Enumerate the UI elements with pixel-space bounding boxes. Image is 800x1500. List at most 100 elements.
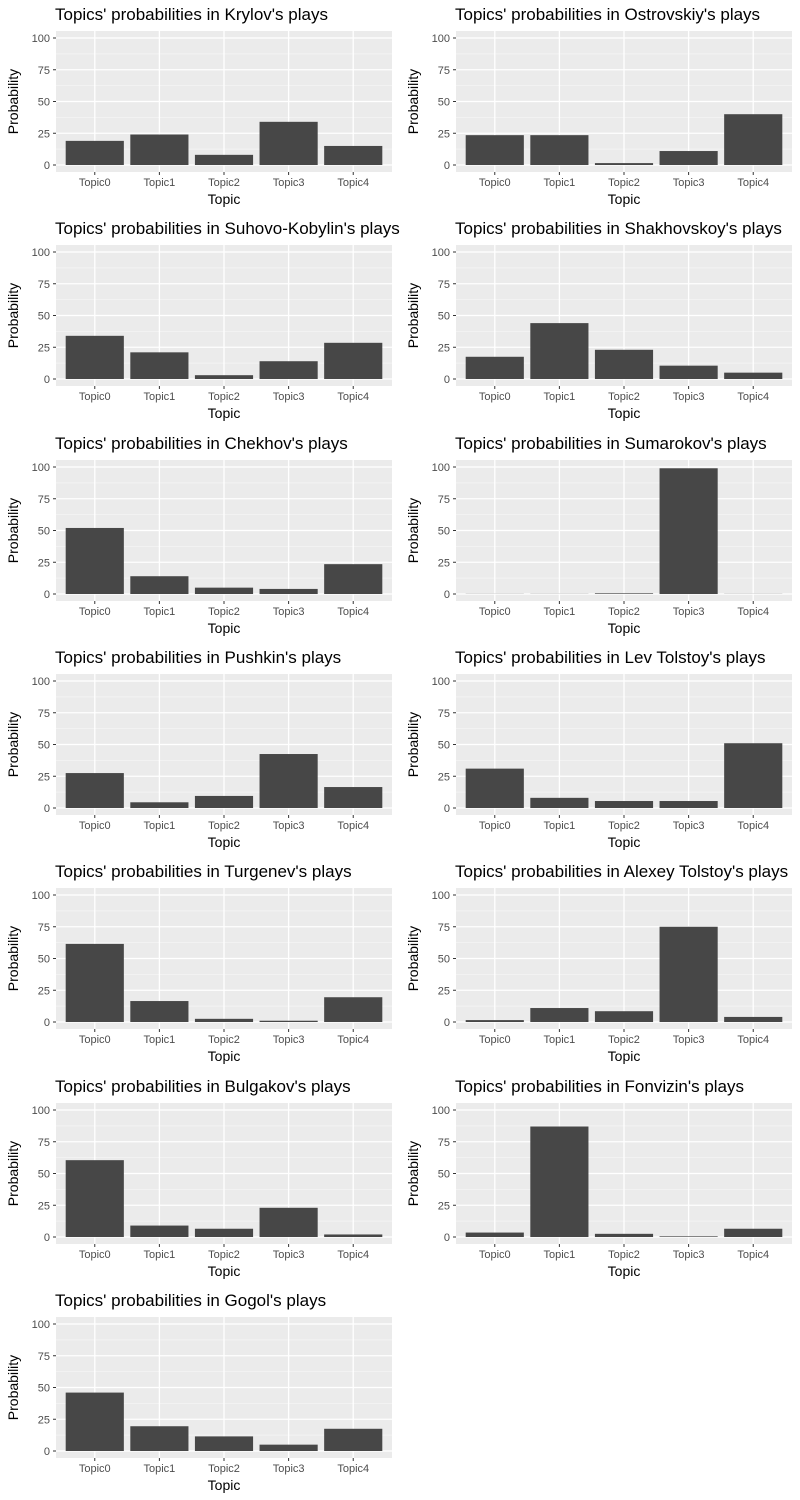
x-tick-label: Topic2 <box>208 177 240 189</box>
x-tick-label: Topic4 <box>337 177 369 189</box>
chart-panel: 0 25 50 75 100 Topic0 Topic1 Topic2 Topic3 Topic4… <box>0 214 400 428</box>
x-tick-label: Topic4 <box>337 820 369 832</box>
chart-panel: 0 25 50 75 100 Topic0 Topic1 Topic2 Topic3 Topic4… <box>400 857 800 1071</box>
chart-title: Topics' probabilities in Bulgakov's play… <box>55 1077 351 1096</box>
chart-svg: 0 25 50 75 100 Topic0 Topic1 Topic2 Topic3 Topic4… <box>5 1291 392 1493</box>
bar-topic3 <box>659 468 718 594</box>
x-tick-label: Topic2 <box>608 820 640 832</box>
chart-title: Topics' probabilities in Fonvizin's play… <box>455 1077 744 1096</box>
bar-topic1 <box>130 802 189 808</box>
bar-topic2 <box>194 587 254 594</box>
x-tick-label: Topic1 <box>143 820 175 832</box>
x-tick-label: Topic3 <box>273 391 305 403</box>
bar-topic0 <box>65 140 124 165</box>
y-tick-label: 75 <box>38 1137 50 1149</box>
x-axis-label: Topic <box>208 1048 241 1064</box>
chart-panel: 0 25 50 75 100 Topic0 Topic1 Topic2 Topic3 Topic4… <box>400 1072 800 1286</box>
x-tick-label: Topic0 <box>479 606 511 618</box>
bar-topic1 <box>530 797 589 808</box>
bar-topic1 <box>130 1426 189 1451</box>
y-tick-label: 25 <box>438 342 450 354</box>
y-tick-label: 100 <box>32 676 50 688</box>
bar-topic1 <box>530 135 589 165</box>
y-tick-label: 25 <box>438 1200 450 1212</box>
y-tick-label: 50 <box>438 740 450 752</box>
bar-topic4 <box>724 743 783 808</box>
x-tick-label: Topic1 <box>143 391 175 403</box>
x-axis-label: Topic <box>208 405 241 421</box>
x-tick-label: Topic0 <box>79 606 111 618</box>
y-tick-label: 100 <box>432 1105 450 1117</box>
x-tick-label: Topic2 <box>208 1249 240 1261</box>
y-tick-label: 25 <box>38 771 50 783</box>
x-tick-label: Topic0 <box>79 391 111 403</box>
x-axis-label: Topic <box>608 1048 641 1064</box>
y-axis-label: Probability <box>405 712 421 777</box>
bar-topic2 <box>194 1018 254 1022</box>
bar-topic4 <box>724 114 783 165</box>
bar-topic0 <box>465 135 524 165</box>
y-tick-label: 0 <box>44 1232 50 1244</box>
chart-title: Topics' probabilities in Chekhov's plays <box>55 434 348 453</box>
x-tick-label: Topic4 <box>337 606 369 618</box>
x-tick-label: Topic2 <box>208 1034 240 1046</box>
y-tick-label: 25 <box>38 557 50 569</box>
y-tick-label: 25 <box>438 557 450 569</box>
y-tick-label: 75 <box>438 494 450 506</box>
y-axis-label: Probability <box>405 1141 421 1206</box>
y-tick-label: 25 <box>38 985 50 997</box>
y-tick-label: 0 <box>444 1232 450 1244</box>
y-tick-label: 50 <box>38 1383 50 1395</box>
y-axis-label: Probability <box>5 712 21 777</box>
y-tick-label: 50 <box>438 954 450 966</box>
y-tick-label: 100 <box>432 462 450 474</box>
x-tick-label: Topic3 <box>273 1034 305 1046</box>
y-axis-label: Probability <box>405 283 421 348</box>
bar-topic2 <box>194 1228 254 1237</box>
bar-topic4 <box>324 1428 383 1451</box>
y-axis-label: Probability <box>405 498 421 563</box>
x-axis-label: Topic <box>608 834 641 850</box>
x-tick-label: Topic0 <box>479 1249 511 1261</box>
y-tick-label: 100 <box>32 247 50 259</box>
bar-topic1 <box>130 134 189 165</box>
x-tick-label: Topic0 <box>79 820 111 832</box>
x-axis-label: Topic <box>608 1263 641 1279</box>
y-tick-label: 25 <box>38 128 50 140</box>
chart-svg: 0 25 50 75 100 Topic0 Topic1 Topic2 Topic3 Topic4… <box>405 648 792 850</box>
chart-svg: 0 25 50 75 100 Topic0 Topic1 Topic2 Topic3 Topic4… <box>405 219 792 421</box>
bar-topic3 <box>259 1444 318 1451</box>
x-tick-label: Topic3 <box>273 1463 305 1475</box>
bar-topic4 <box>324 997 383 1022</box>
chart-panel: 0 25 50 75 100 Topic0 Topic1 Topic2 Topic3 Topic4… <box>0 429 400 643</box>
x-tick-label: Topic0 <box>79 1034 111 1046</box>
x-tick-label: Topic4 <box>737 820 769 832</box>
x-axis-label: Topic <box>208 620 241 636</box>
x-axis-label: Topic <box>608 620 641 636</box>
bar-topic0 <box>65 943 124 1022</box>
x-tick-label: Topic3 <box>273 1249 305 1261</box>
x-axis-label: Topic <box>208 1477 241 1493</box>
x-tick-label: Topic2 <box>208 820 240 832</box>
bar-topic3 <box>659 1236 718 1237</box>
y-tick-label: 75 <box>38 1351 50 1363</box>
y-tick-label: 75 <box>438 65 450 77</box>
bar-topic0 <box>465 1232 524 1237</box>
bar-topic2 <box>594 801 654 808</box>
y-tick-label: 100 <box>432 676 450 688</box>
y-tick-label: 50 <box>38 311 50 323</box>
x-tick-label: Topic0 <box>479 1034 511 1046</box>
y-tick-label: 50 <box>438 97 450 109</box>
y-tick-label: 75 <box>38 708 50 720</box>
bar-topic0 <box>65 1160 124 1237</box>
y-tick-label: 50 <box>438 311 450 323</box>
y-axis-label: Probability <box>405 69 421 134</box>
bar-topic1 <box>130 1225 189 1237</box>
chart-svg: 0 25 50 75 100 Topic0 Topic1 Topic2 Topic3 Topic4… <box>5 648 392 850</box>
y-tick-label: 25 <box>38 342 50 354</box>
y-tick-label: 0 <box>44 589 50 601</box>
chart-title: Topics' probabilities in Ostrovskiy's pl… <box>455 5 760 24</box>
y-axis-label: Probability <box>5 1355 21 1420</box>
y-tick-label: 0 <box>444 803 450 815</box>
